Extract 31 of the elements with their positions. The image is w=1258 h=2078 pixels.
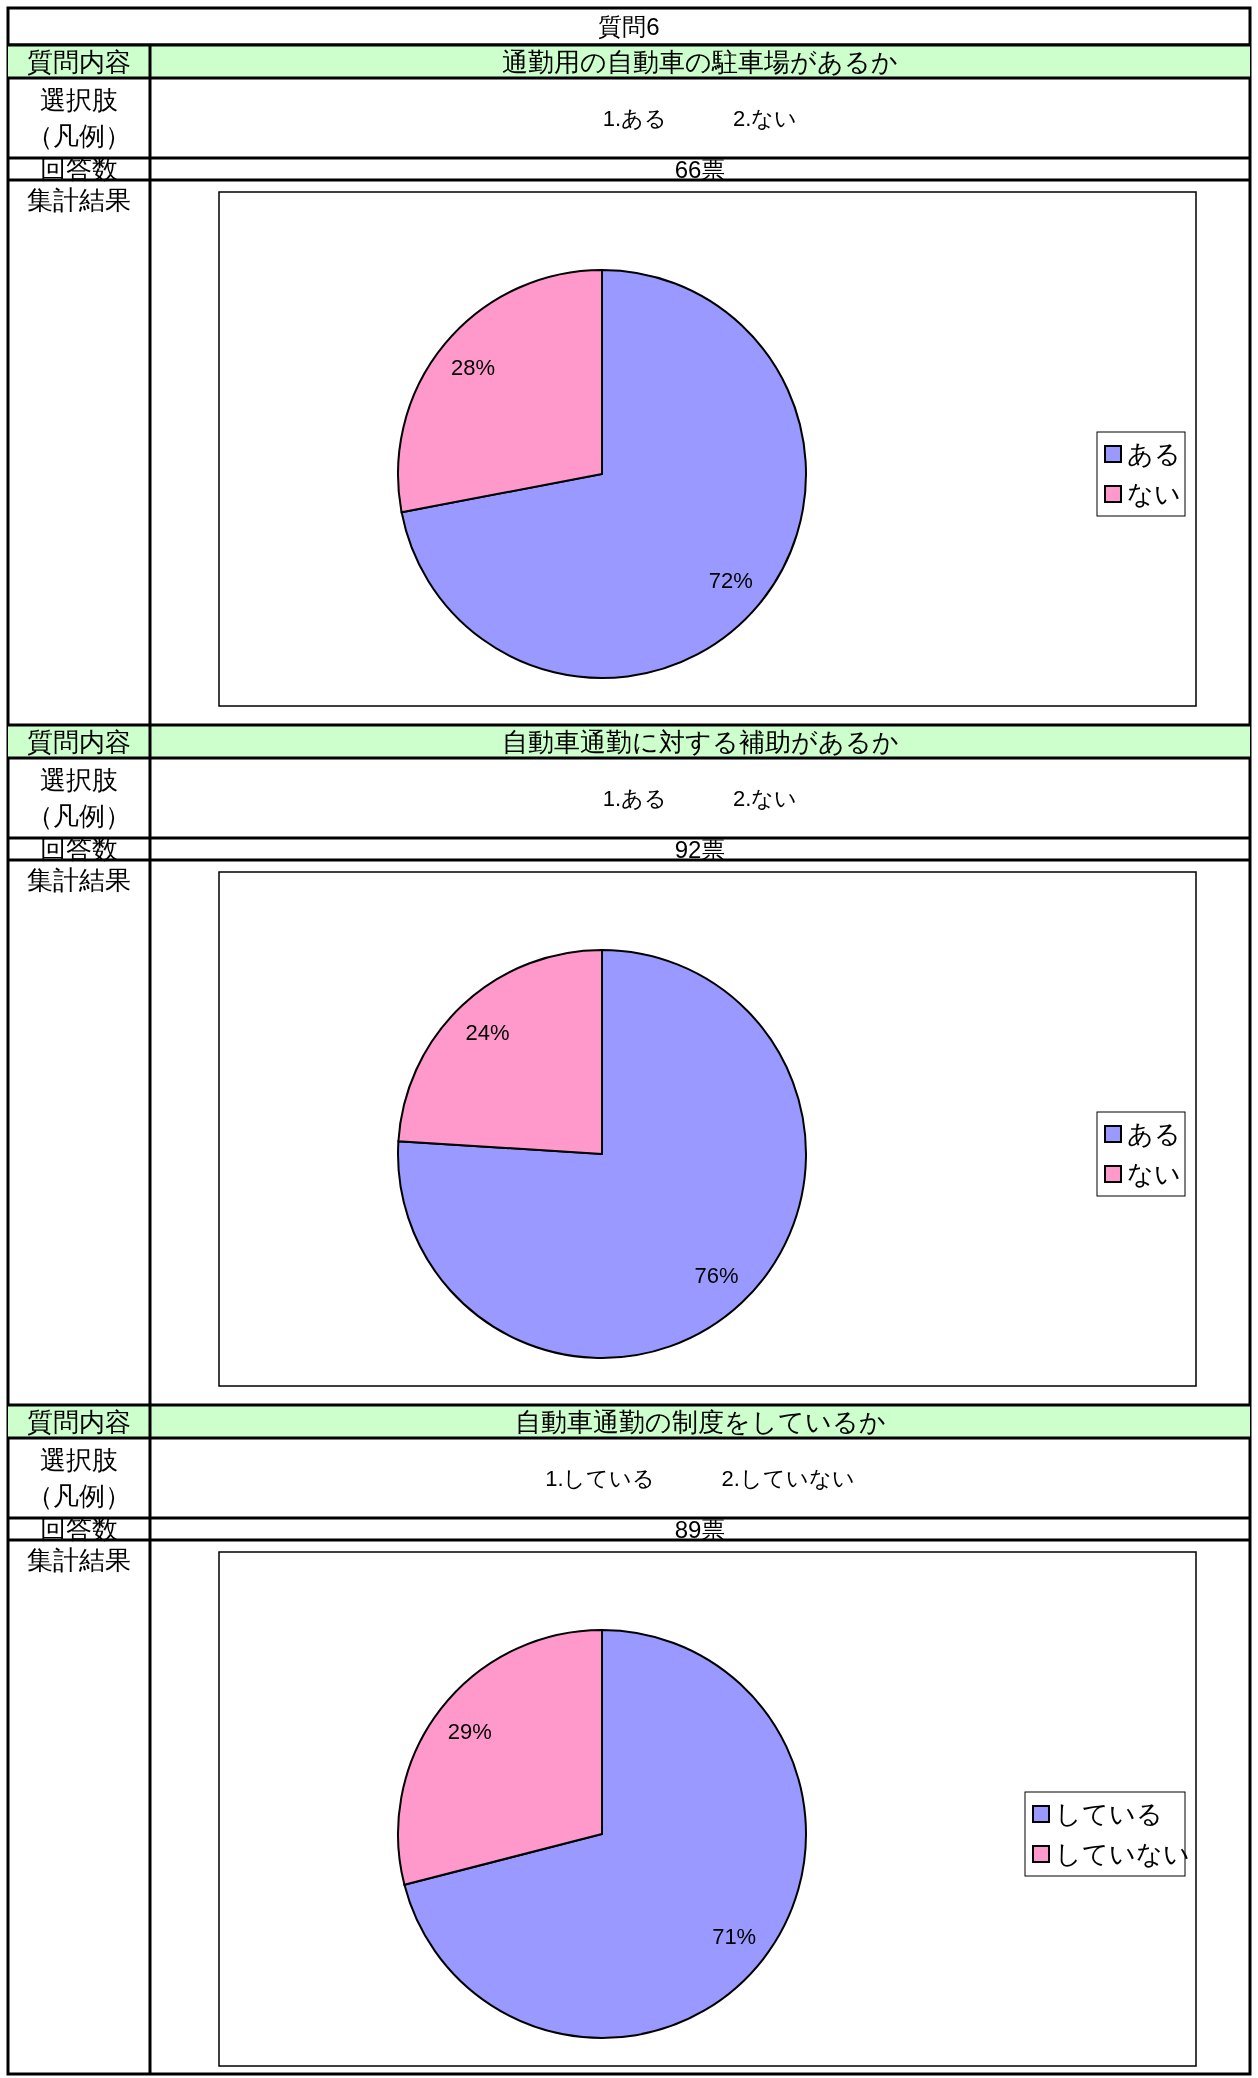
legend-label: ない bbox=[1127, 479, 1181, 509]
data-label: 76% bbox=[694, 1263, 739, 1289]
data-label: 29% bbox=[447, 1718, 492, 1744]
text: 選択肢 bbox=[40, 1445, 118, 1475]
text: 質問内容 bbox=[27, 726, 131, 757]
chart-subtitle: 1.ある 2.ない bbox=[602, 105, 798, 131]
text: 集計結果 bbox=[27, 865, 131, 895]
text: 選択肢 bbox=[40, 85, 118, 115]
legend-label: ある bbox=[1127, 439, 1181, 469]
legend-label: ない bbox=[1127, 1159, 1181, 1189]
data-label: 28% bbox=[451, 354, 496, 380]
text: 集計結果 bbox=[27, 185, 131, 215]
legend-label: していない bbox=[1055, 1839, 1190, 1869]
chart-title: 自動車通勤の制度をしているか bbox=[514, 1406, 886, 1437]
chart-title: 自動車通勤に対する補助があるか bbox=[501, 726, 899, 757]
data-label: 72% bbox=[708, 568, 753, 594]
text: 質問内容 bbox=[27, 1406, 131, 1437]
data-label: 71% bbox=[712, 1924, 757, 1950]
chart-title: 通勤用の自動車の駐車場があるか bbox=[502, 46, 898, 77]
chart-subtitle: 1.している 2.していない bbox=[545, 1465, 855, 1491]
text: 集計結果 bbox=[27, 1545, 131, 1575]
text: （凡例） bbox=[27, 121, 131, 151]
legend-label: ある bbox=[1127, 1119, 1181, 1149]
text: 選択肢 bbox=[40, 765, 118, 795]
text: 質問内容 bbox=[27, 46, 131, 77]
legend-label: している bbox=[1055, 1799, 1163, 1829]
text: 質問6 bbox=[598, 13, 660, 40]
text: （凡例） bbox=[27, 801, 131, 831]
text: （凡例） bbox=[27, 1481, 131, 1511]
chart-subtitle: 1.ある 2.ない bbox=[602, 785, 798, 811]
data-label: 24% bbox=[465, 1019, 510, 1045]
